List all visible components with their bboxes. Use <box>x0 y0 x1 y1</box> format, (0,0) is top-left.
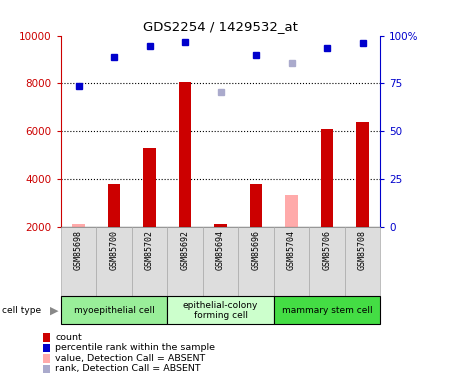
Bar <box>274 296 380 324</box>
Bar <box>238 227 274 296</box>
Bar <box>179 82 191 227</box>
Bar <box>345 227 380 296</box>
Text: rank, Detection Call = ABSENT: rank, Detection Call = ABSENT <box>55 364 201 374</box>
Bar <box>108 184 120 227</box>
Bar <box>167 296 274 324</box>
Bar <box>250 184 262 227</box>
Text: cell type: cell type <box>2 306 41 315</box>
Bar <box>72 225 85 227</box>
Text: ▶: ▶ <box>50 305 58 315</box>
Bar <box>274 227 309 296</box>
Text: GSM85702: GSM85702 <box>145 230 154 270</box>
Text: GSM85704: GSM85704 <box>287 230 296 270</box>
Text: GSM85692: GSM85692 <box>180 230 189 270</box>
Text: value, Detection Call = ABSENT: value, Detection Call = ABSENT <box>55 354 206 363</box>
Bar <box>143 148 156 227</box>
Text: percentile rank within the sample: percentile rank within the sample <box>55 344 216 352</box>
Text: myoepithelial cell: myoepithelial cell <box>74 306 154 315</box>
Bar <box>309 227 345 296</box>
Bar <box>132 227 167 296</box>
Bar <box>61 296 167 324</box>
Bar <box>214 225 227 227</box>
Text: epithelial-colony
forming cell: epithelial-colony forming cell <box>183 301 258 320</box>
Bar <box>61 227 96 296</box>
Text: count: count <box>55 333 82 342</box>
Text: GSM85708: GSM85708 <box>358 230 367 270</box>
Text: GSM85698: GSM85698 <box>74 230 83 270</box>
Bar <box>285 195 298 227</box>
Bar <box>321 129 333 227</box>
Text: GSM85694: GSM85694 <box>216 230 225 270</box>
Text: mammary stem cell: mammary stem cell <box>282 306 372 315</box>
Text: GSM85706: GSM85706 <box>323 230 332 270</box>
Title: GDS2254 / 1429532_at: GDS2254 / 1429532_at <box>143 20 298 33</box>
Bar <box>96 227 132 296</box>
Text: GSM85696: GSM85696 <box>252 230 261 270</box>
Text: GSM85700: GSM85700 <box>109 230 118 270</box>
Bar <box>203 227 238 296</box>
Bar <box>167 227 203 296</box>
Bar <box>356 122 369 227</box>
